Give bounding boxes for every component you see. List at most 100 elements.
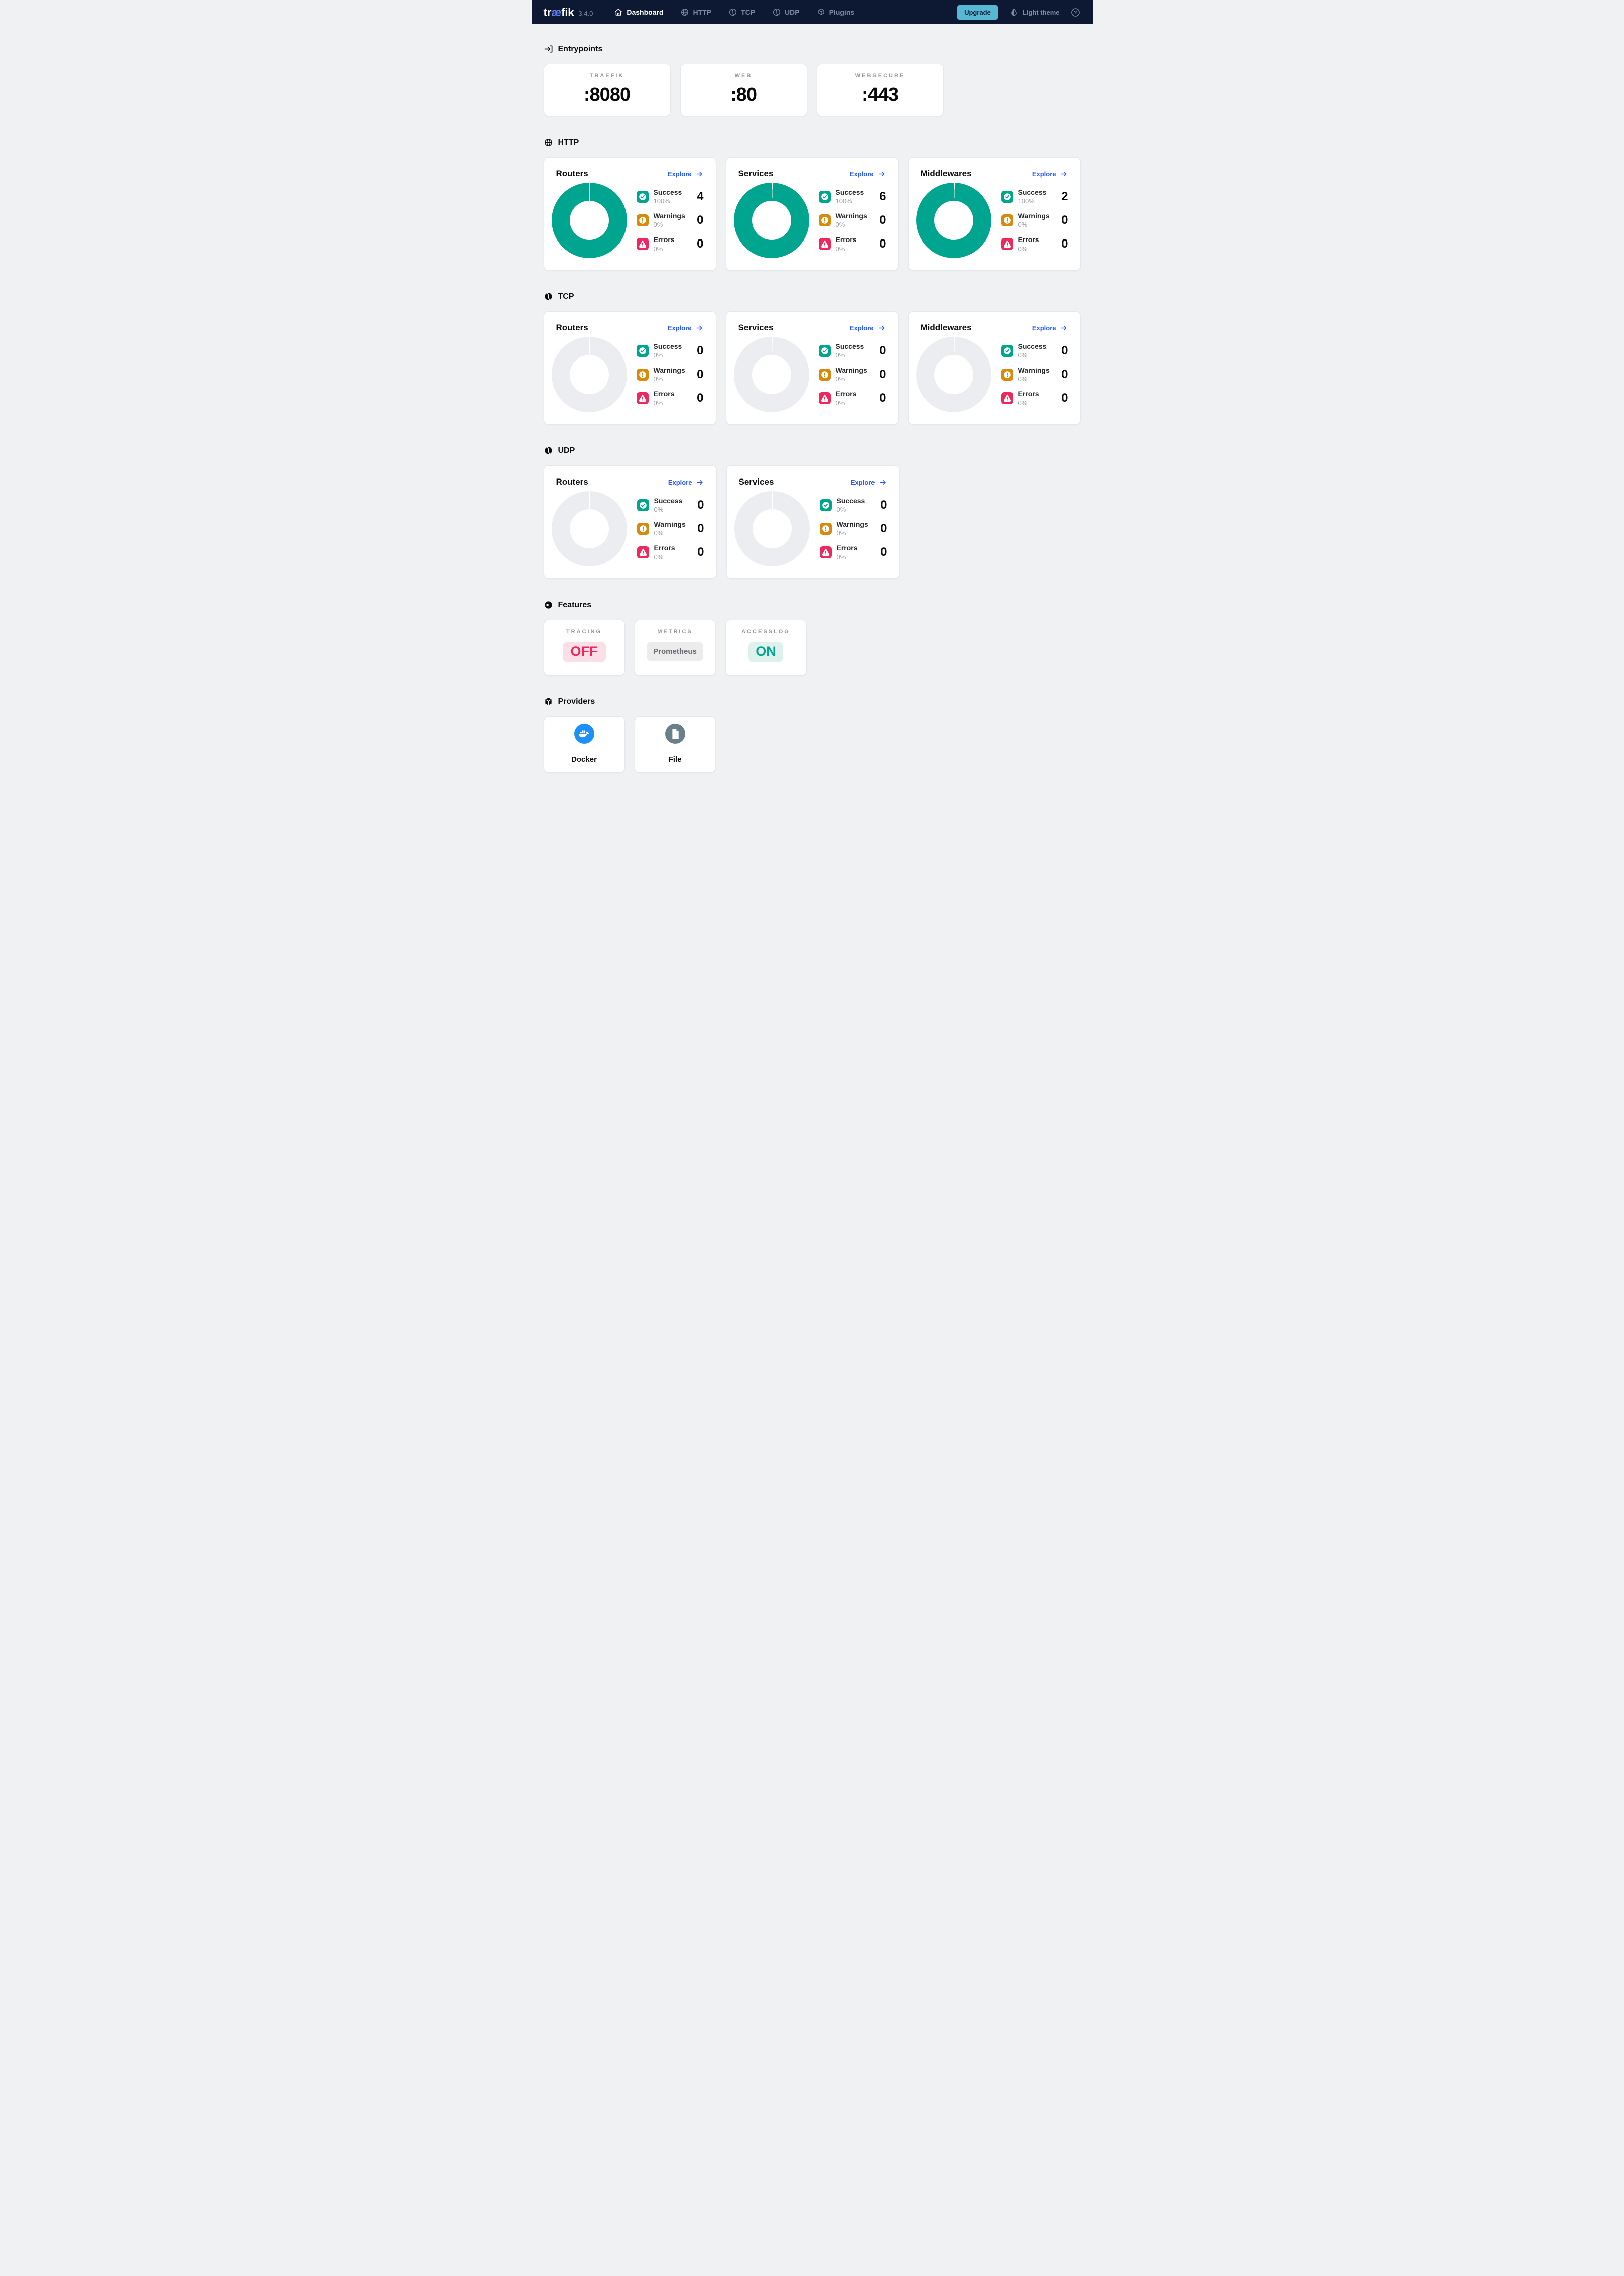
udp-header: UDP [544, 446, 1081, 455]
explore-link[interactable]: Explore [1032, 170, 1068, 178]
warnings-count: 0 [697, 213, 704, 227]
warnings-count: 0 [1061, 213, 1068, 227]
globe-icon [680, 8, 689, 17]
success-icon [636, 344, 649, 357]
legend-row-errors: Errors 0% 0 [636, 390, 704, 407]
package-icon [544, 697, 553, 706]
donut-chart [551, 183, 627, 258]
legend-row-warnings: Warnings 0% 0 [636, 366, 704, 383]
contrast-drop-icon [1009, 8, 1019, 17]
success-icon [637, 499, 649, 511]
donut-chart [551, 337, 627, 412]
arrow-right-icon [695, 170, 704, 178]
card-http-services: Services Explore Success 100% 6 Warnings [725, 157, 899, 271]
card-title: Services [738, 477, 774, 487]
error-icon [636, 392, 649, 405]
legend-row-warnings: Warnings 0% 0 [636, 212, 704, 229]
card-title: Routers [556, 323, 588, 332]
nav-item-udp[interactable]: UDP [772, 8, 800, 17]
globe-icon [544, 138, 553, 147]
donut-chart [734, 491, 810, 566]
donut-legend: Success 100% 4 Warnings 0% 0 Errors 0% 0 [636, 188, 704, 253]
warning-icon [818, 368, 831, 381]
warnings-count: 0 [879, 213, 886, 227]
explore-link[interactable]: Explore [668, 324, 704, 332]
legend-row-success: Success 0% 0 [1001, 342, 1068, 360]
donut-legend: Success 0% 0 Warnings 0% 0 Errors 0% 0 [636, 342, 704, 407]
card-title: Middlewares [920, 323, 972, 332]
error-icon [819, 546, 832, 559]
card-title: Middlewares [920, 169, 972, 178]
nav-item-plugins[interactable]: Plugins [817, 8, 854, 17]
explore-link[interactable]: Explore [851, 478, 887, 487]
donut-chart [916, 337, 991, 412]
legend-row-errors: Errors 0% 0 [818, 390, 886, 407]
success-count: 0 [1061, 343, 1068, 357]
card-udp-services: Services Explore Success 0% 0 Warnings 0% [726, 465, 900, 579]
success-icon [1001, 344, 1013, 357]
udp-icon [772, 8, 781, 17]
legend-row-errors: Errors 0% 0 [1001, 390, 1068, 407]
home-icon [614, 8, 623, 17]
feature-label: TRACING [566, 629, 602, 635]
entrypoint-card-web: WEB :80 [680, 64, 807, 116]
traefik-logo[interactable]: træfik [543, 5, 574, 19]
explore-link[interactable]: Explore [1032, 324, 1068, 332]
entrypoints-icon [544, 44, 553, 54]
legend-row-success: Success 100% 6 [818, 188, 886, 205]
nav-item-http[interactable]: HTTP [680, 8, 711, 17]
errors-count: 0 [697, 237, 704, 251]
arrow-right-icon [878, 324, 886, 332]
legend-row-errors: Errors 0% 0 [1001, 235, 1068, 253]
errors-count: 0 [879, 237, 886, 251]
error-icon [1001, 238, 1013, 251]
section-entrypoints: Entrypoints TRAEFIK :8080 WEB :80 WEBSEC… [543, 44, 1081, 116]
legend-row-warnings: Warnings 0% 0 [1001, 366, 1068, 383]
dashboard-content: Entrypoints TRAEFIK :8080 WEB :80 WEBSEC… [532, 24, 1093, 783]
explore-link[interactable]: Explore [668, 170, 704, 178]
explore-link[interactable]: Explore [668, 478, 704, 487]
nav-item-tcp[interactable]: TCP [728, 8, 755, 17]
explore-link[interactable]: Explore [850, 170, 886, 178]
section-http: HTTP Routers Explore Success 100% 4 [543, 138, 1081, 271]
warning-icon [818, 214, 831, 226]
help-icon[interactable] [1070, 7, 1081, 18]
errors-count: 0 [697, 545, 704, 559]
feature-card-tracing: TRACING OFF [543, 620, 625, 676]
features-toggle-icon [544, 600, 553, 610]
card-http-routers: Routers Explore Success 100% 4 Warnings 0 [543, 157, 716, 271]
card-tcp-routers: Routers Explore Success 0% 0 Warnings 0% [543, 311, 716, 425]
donut-legend: Success 0% 0 Warnings 0% 0 Errors 0% 0 [1001, 342, 1068, 407]
upgrade-button[interactable]: Upgrade [957, 4, 998, 20]
explore-link[interactable]: Explore [850, 324, 886, 332]
main-nav: Dashboard HTTP TCP UDP Plugins [614, 8, 854, 17]
success-count: 6 [879, 189, 886, 203]
entrypoint-card-traefik: TRAEFIK :8080 [543, 64, 671, 116]
donut-chart [733, 183, 809, 258]
legend-row-success: Success 0% 0 [637, 497, 704, 514]
error-icon [818, 238, 831, 251]
docker-icon [574, 724, 594, 744]
nav-item-dashboard[interactable]: Dashboard [614, 8, 663, 17]
success-count: 0 [879, 343, 886, 357]
entrypoint-name: TRAEFIK [589, 73, 624, 79]
section-udp: UDP Routers Explore Success 0% 0 [543, 446, 1081, 579]
theme-toggle[interactable]: Light theme [1009, 8, 1060, 17]
legend-row-success: Success 0% 0 [818, 342, 886, 360]
warnings-count: 0 [880, 521, 887, 535]
donut-legend: Success 100% 2 Warnings 0% 0 Errors 0% 0 [1001, 188, 1068, 253]
success-count: 0 [697, 343, 704, 357]
arrow-right-icon [696, 478, 704, 487]
legend-row-warnings: Warnings 0% 0 [1001, 212, 1068, 229]
warning-icon [1001, 214, 1013, 226]
legend-row-warnings: Warnings 0% 0 [819, 520, 887, 537]
warnings-count: 0 [697, 521, 704, 535]
legend-row-success: Success 100% 2 [1001, 188, 1068, 205]
warnings-count: 0 [879, 367, 886, 381]
feature-label: ACCESSLOG [741, 629, 790, 635]
donut-chart [916, 183, 991, 258]
feature-card-accesslog: ACCESSLOG ON [725, 620, 807, 676]
errors-count: 0 [880, 545, 887, 559]
success-icon [818, 190, 831, 203]
legend-row-errors: Errors 0% 0 [818, 235, 886, 253]
